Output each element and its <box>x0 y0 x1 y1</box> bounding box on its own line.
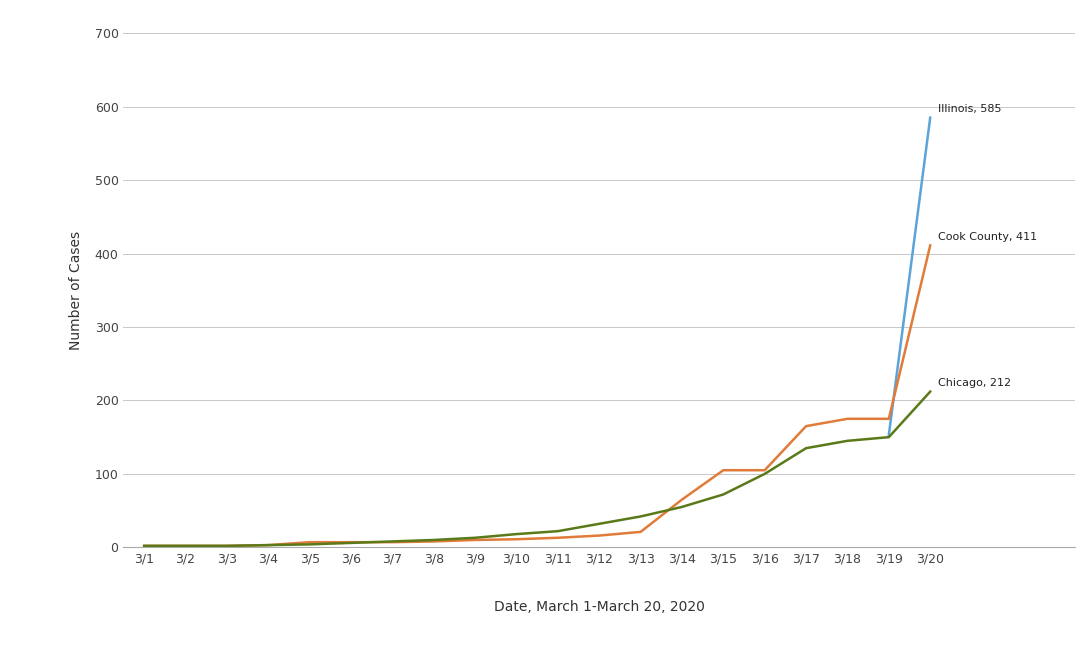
X-axis label: Date, March 1-March 20, 2020: Date, March 1-March 20, 2020 <box>494 600 704 614</box>
Text: Chicago, 212: Chicago, 212 <box>938 378 1012 388</box>
Y-axis label: Number of Cases: Number of Cases <box>70 231 84 350</box>
Text: Illinois, 585: Illinois, 585 <box>938 104 1002 114</box>
Text: Cook County, 411: Cook County, 411 <box>938 232 1038 242</box>
